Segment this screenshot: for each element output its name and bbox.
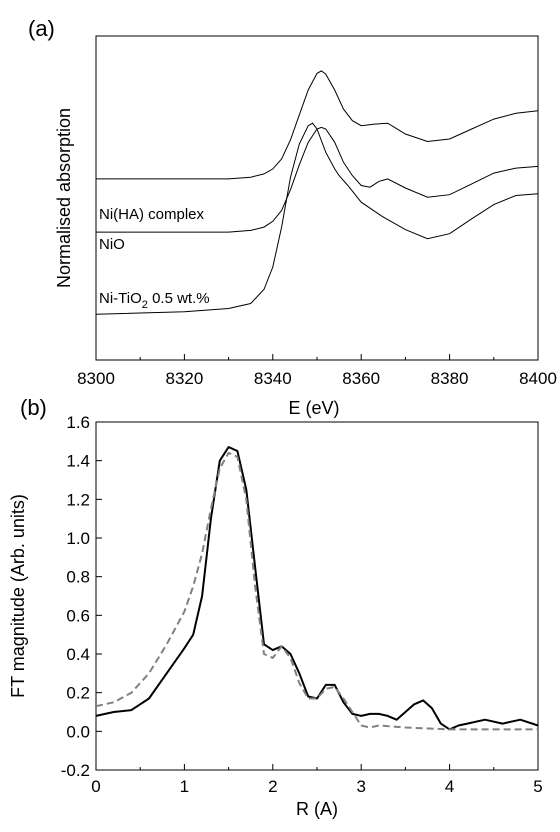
x-tick-label-8300: 8300 [77,369,115,388]
panel-b: (b) 0 1 2 3 4 5 -0.2 0.0 0.2 0.4 0.6 0.8 1.0 1.2 1.4 1… [8,395,543,819]
ft-series-dashed [95,451,538,731]
series-line-ni-ha-complex [96,70,539,180]
annotation-ni-tio2-main: Ni-TiO [99,290,142,307]
annotation-ni-tio2-sub: 2 [142,299,148,311]
annotation-nio: NiO [99,236,125,253]
annotation-ni-tio2-tail: 0.5 wt.% [148,290,210,307]
r-tick-label-3: 3 [356,777,365,796]
panel-b-y-ticks: -0.2 0.0 0.2 0.4 0.6 0.8 1.0 1.2 1.4 1.6 [61,413,102,780]
panel-a-x-ticks: 8300 8320 8340 8360 8380 8400 [77,354,557,388]
r-tick-label-0: 0 [91,777,100,796]
r-tick-label-4: 4 [445,777,454,796]
x-tick-label-8340: 8340 [254,369,292,388]
panel-a-series [95,70,539,315]
series-line-ni-tio2-0-5-wt [95,122,539,315]
panel-a: (a) 8300 8320 8340 8360 8380 8400 Ni(HA) comp… [28,16,557,418]
x-tick-label-8320: 8320 [165,369,203,388]
ft-tick-label-5: 0.8 [66,568,90,587]
ft-tick-label-8: 1.4 [66,452,90,471]
x-tick-label-8400: 8400 [519,369,557,388]
ft-tick-label-1: 0.0 [66,722,90,741]
x-tick-label-8380: 8380 [431,369,469,388]
ft-tick-label-3: 0.4 [66,645,90,664]
ft-series-solid [95,446,539,731]
r-tick-label-1: 1 [180,777,189,796]
panel-a-label: (a) [28,16,55,41]
panel-b-x-ticks: 0 1 2 3 4 5 [91,764,543,796]
ft-tick-label-7: 1.2 [66,490,90,509]
x-tick-label-8360: 8360 [342,369,380,388]
annotation-ni-ha-complex: Ni(HA) complex [99,206,205,223]
ft-tick-label-6: 1.0 [66,529,90,548]
ft-tick-label-0: -0.2 [61,761,90,780]
ft-tick-label-4: 0.6 [66,606,90,625]
r-tick-label-2: 2 [268,777,277,796]
ft-tick-label-9: 1.6 [66,413,90,432]
panel-a-y-axis-label: Normalised absorption [54,108,74,288]
ft-tick-label-2: 0.2 [66,684,90,703]
panel-b-plot-frame [95,421,539,771]
panel-b-label: (b) [20,395,47,420]
panel-a-plot-frame [95,35,539,361]
panel-b-x-axis-label: R (A) [296,799,338,819]
r-tick-label-5: 5 [533,777,542,796]
series-line-nio [96,126,539,233]
annotation-ni-tio2: Ni-TiO2 0.5 wt.% [99,290,210,311]
panel-b-y-axis-label: FT magnitude (Arb. units) [8,494,28,698]
panel-a-x-axis-label: E (eV) [288,398,339,418]
panel-b-series [95,446,539,731]
